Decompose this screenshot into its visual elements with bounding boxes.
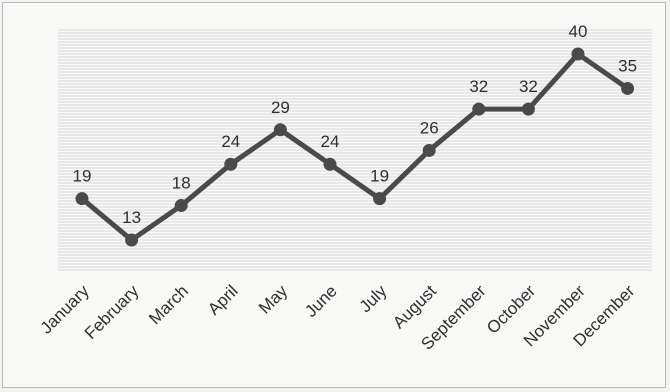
tick-label-march: March [145,281,192,328]
data-label-march: 18 [172,174,191,193]
data-labels: 19 13 18 24 29 24 19 26 32 32 40 35 [73,22,638,227]
data-point-october [521,102,535,116]
data-label-june: 24 [321,132,340,151]
tick-label-april: April [204,281,241,318]
data-point-april [224,157,238,171]
tick-label-july: July [356,281,391,316]
data-point-september [472,102,486,116]
data-point-december [621,81,635,95]
data-points [75,47,635,247]
tick-label-february: February [81,281,143,343]
data-label-february: 13 [122,208,141,227]
data-label-december: 35 [618,56,637,75]
data-label-april: 24 [221,132,240,151]
data-point-january [75,192,89,206]
data-point-february [125,233,139,247]
data-label-january: 19 [73,167,92,186]
data-point-july [373,192,387,206]
data-label-august: 26 [420,118,439,137]
tick-label-may: May [255,281,291,317]
data-label-october: 32 [519,77,538,96]
data-label-september: 32 [469,77,488,96]
data-label-may: 29 [271,98,290,117]
data-point-june [323,157,337,171]
data-point-may [273,123,287,137]
data-label-july: 19 [370,167,389,186]
data-point-august [422,143,436,157]
series-line [79,51,631,243]
data-point-march [174,199,188,213]
gridlines [58,29,652,271]
data-label-november: 40 [569,22,588,41]
data-point-november [571,47,585,61]
tick-label-june: June [301,281,341,321]
